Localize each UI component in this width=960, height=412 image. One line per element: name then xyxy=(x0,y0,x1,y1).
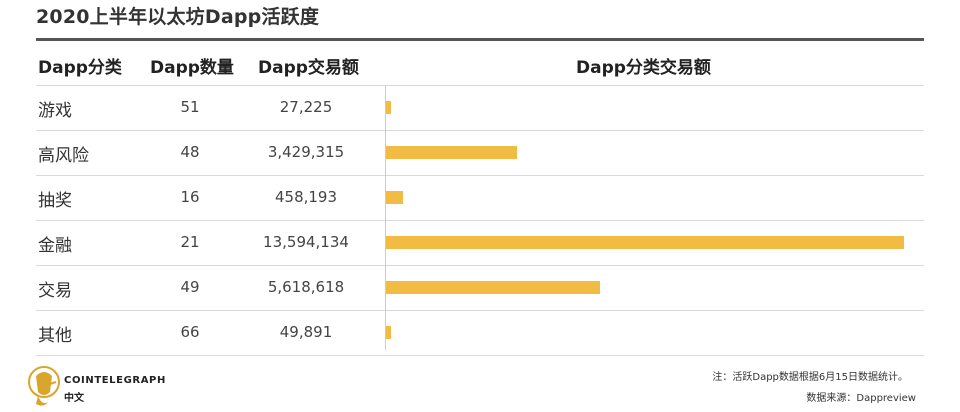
row-count: 66 xyxy=(180,323,200,341)
footnote: 注：活跃Dapp数据根据6月15日数据统计。 xyxy=(712,372,908,383)
row-volume: 458,193 xyxy=(274,188,338,206)
row-volume: 5,618,618 xyxy=(267,278,345,296)
table-row: 金融 21 13,594,134 xyxy=(36,220,924,265)
cointelegraph-logo-icon xyxy=(28,366,60,406)
row-volume: 49,891 xyxy=(279,323,333,341)
row-volume: 13,594,134 xyxy=(263,233,349,251)
chart-title: 2020上半年以太坊Dapp活跃度 xyxy=(36,6,320,28)
table-row: 交易 49 5,618,618 xyxy=(36,265,924,310)
row-volume: 3,429,315 xyxy=(267,143,345,161)
bar-axis-line xyxy=(385,85,386,350)
bar-交易 xyxy=(386,281,600,294)
row-category: 金融 xyxy=(38,236,72,256)
row-category: 游戏 xyxy=(38,101,72,121)
bar-其他 xyxy=(386,326,391,339)
table-row: 抽奖 16 458,193 xyxy=(36,175,924,220)
row-category: 交易 xyxy=(38,281,72,301)
bar-高风险 xyxy=(386,146,517,159)
row-count: 51 xyxy=(180,98,200,116)
row-volume: 27,225 xyxy=(279,98,333,116)
row-category: 抽奖 xyxy=(38,191,72,211)
table-row: 高风险 48 3,429,315 xyxy=(36,130,924,175)
brand-subtitle: 中文 xyxy=(64,393,84,404)
row-count: 16 xyxy=(180,188,200,206)
header-bar: Dapp分类交易额 xyxy=(576,58,711,78)
brand-name: COINTELEGRAPH xyxy=(64,375,166,386)
table-row: 游戏 51 27,225 xyxy=(36,85,924,130)
source-note: 数据来源：Dappreview xyxy=(806,393,916,404)
table-header: Dapp分类 Dapp数量 Dapp交易额 Dapp分类交易额 xyxy=(36,41,924,85)
row-count: 21 xyxy=(180,233,200,251)
row-count: 49 xyxy=(180,278,200,296)
bar-抽奖 xyxy=(386,191,403,204)
row-category: 其他 xyxy=(38,326,72,346)
data-table: Dapp分类 Dapp数量 Dapp交易额 Dapp分类交易额 游戏 51 27… xyxy=(36,41,924,356)
row-category: 高风险 xyxy=(38,146,89,166)
header-volume: Dapp交易额 xyxy=(258,58,359,78)
table-row: 其他 66 49,891 xyxy=(36,310,924,356)
header-count: Dapp数量 xyxy=(150,58,234,78)
header-rule xyxy=(36,38,924,41)
bar-金融 xyxy=(386,236,904,249)
header-category: Dapp分类 xyxy=(38,58,122,78)
bar-游戏 xyxy=(386,101,391,114)
row-count: 48 xyxy=(180,143,200,161)
